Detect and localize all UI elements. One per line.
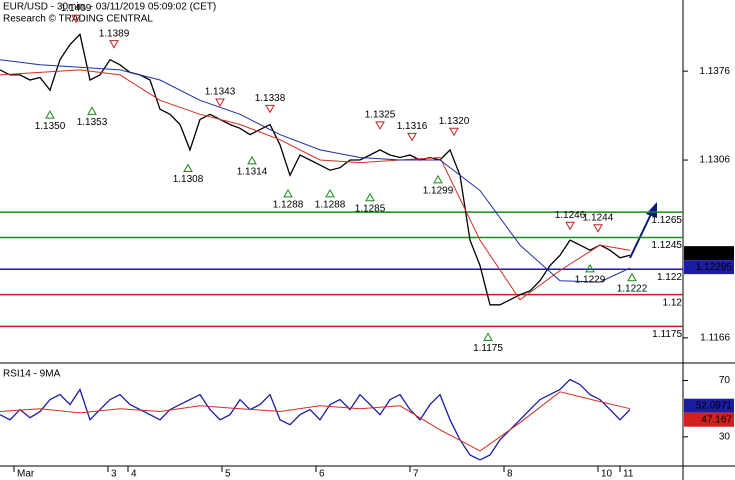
pivot-marker bbox=[265, 104, 275, 114]
y-tick-label: 70 bbox=[719, 375, 731, 386]
forecast-arrow-head bbox=[646, 202, 657, 218]
pivot-marker bbox=[45, 110, 55, 119]
price-box-label: 1.12295 bbox=[696, 262, 733, 273]
pivot-marker bbox=[325, 188, 335, 198]
price-box bbox=[684, 398, 734, 413]
pivot-marker bbox=[407, 132, 417, 142]
x-tick-label: 5 bbox=[225, 469, 231, 480]
level-label: 1.1175 bbox=[652, 329, 682, 340]
pivot-label: 1.1229 bbox=[575, 274, 606, 285]
pivot-label: 1.1299 bbox=[423, 186, 454, 197]
x-tick-label: 6 bbox=[319, 469, 325, 480]
pivot-label: 1.1246 bbox=[555, 210, 586, 221]
series-line bbox=[0, 378, 631, 461]
pivot-label: 1.1320 bbox=[439, 116, 470, 127]
pivot-label: 1.1325 bbox=[365, 110, 396, 121]
pivot-label: 1.1353 bbox=[77, 117, 108, 128]
x-tick-label: Mar bbox=[17, 469, 35, 480]
pivot-marker bbox=[585, 263, 595, 273]
y-tick-label: 30 bbox=[719, 431, 731, 442]
forecast-arrow bbox=[629, 211, 653, 259]
pivot-label: 1.1338 bbox=[255, 93, 286, 104]
series-line bbox=[0, 32, 631, 306]
level-label: 1.1265 bbox=[651, 215, 682, 226]
pivot-marker bbox=[565, 221, 575, 231]
pivot-marker bbox=[283, 188, 293, 198]
pivot-marker bbox=[109, 40, 119, 49]
pivot-marker bbox=[87, 106, 97, 115]
price-box bbox=[684, 246, 734, 261]
pivot-marker bbox=[365, 192, 375, 202]
level-label: 1.1245 bbox=[651, 240, 682, 251]
price-box bbox=[684, 260, 734, 275]
pivot-label: 1.1285 bbox=[355, 203, 386, 214]
pivot-label: 1.1409 bbox=[61, 3, 92, 14]
series-line bbox=[0, 391, 631, 452]
pivot-label: 1.1288 bbox=[273, 200, 304, 211]
price-box bbox=[684, 412, 734, 427]
level-label: 1.122 bbox=[657, 272, 682, 283]
price-box-label: 52.0971 bbox=[696, 400, 733, 411]
pivot-marker bbox=[593, 224, 603, 233]
x-tick-label: 3 bbox=[111, 469, 117, 480]
x-tick-label: 10 bbox=[601, 469, 613, 480]
pivot-marker bbox=[483, 332, 493, 341]
series-line bbox=[0, 59, 631, 283]
rsi-title: RSI14 - 9MA bbox=[3, 369, 61, 380]
pivot-label: 1.1350 bbox=[35, 121, 66, 132]
x-tick-label: 4 bbox=[131, 469, 137, 480]
x-tick-label: 8 bbox=[507, 469, 513, 480]
chart-title: EUR/USD - 30min. - 03/11/2019 05:09:02 (… bbox=[3, 2, 216, 13]
pivot-label: 1.1288 bbox=[315, 200, 346, 211]
pivot-marker bbox=[433, 174, 443, 184]
pivot-marker bbox=[449, 127, 459, 137]
series-line bbox=[0, 69, 631, 301]
pivot-label: 1.1389 bbox=[99, 28, 130, 39]
pivot-label: 1.1244 bbox=[583, 212, 614, 223]
pivot-label: 1.1175 bbox=[473, 343, 503, 354]
pivot-marker bbox=[627, 272, 637, 282]
pivot-label: 1.1343 bbox=[205, 87, 236, 98]
pivot-marker bbox=[215, 98, 225, 108]
pivot-label: 1.1316 bbox=[397, 121, 428, 132]
price-box-label: 47.167 bbox=[701, 414, 732, 425]
pivot-marker bbox=[375, 121, 385, 130]
y-tick-label: 1.1376 bbox=[699, 66, 730, 77]
pivot-marker bbox=[247, 155, 257, 165]
x-tick-label: 11 bbox=[623, 469, 634, 480]
x-tick-label: 7 bbox=[413, 469, 419, 480]
pivot-label: 1.1308 bbox=[173, 174, 204, 185]
y-tick-label: 1.1166 bbox=[700, 333, 730, 344]
price-box-label: 1.12327 bbox=[696, 248, 733, 259]
pivot-label: 1.1314 bbox=[237, 167, 268, 178]
pivot-marker bbox=[71, 14, 81, 24]
pivot-label: 1.1222 bbox=[617, 283, 648, 294]
pivot-marker bbox=[183, 163, 193, 173]
level-label: 1.12 bbox=[663, 297, 683, 308]
y-tick-label: 1.1306 bbox=[699, 155, 730, 166]
